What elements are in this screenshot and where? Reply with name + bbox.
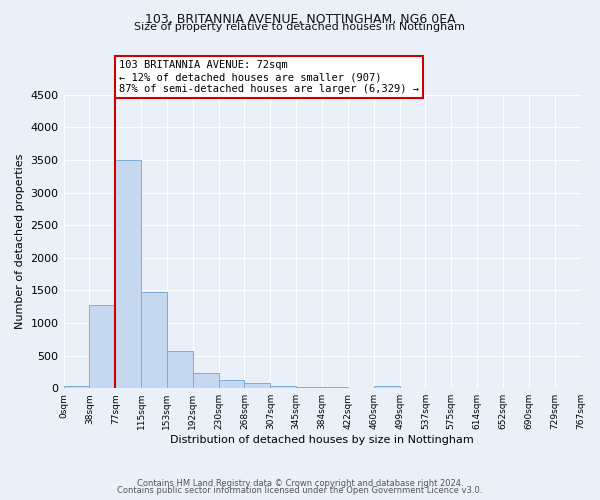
Bar (64, 386, 89, 388)
Bar (271, 386, 296, 388)
Bar (89, 305, 115, 388)
Bar (193, 372, 218, 388)
Text: 103 BRITANNIA AVENUE: 72sqm
← 12% of detached houses are smaller (907)
87% of se: 103 BRITANNIA AVENUE: 72sqm ← 12% of det… (119, 60, 419, 94)
Bar (167, 351, 193, 388)
Bar (374, 386, 400, 388)
Text: Contains HM Land Registry data © Crown copyright and database right 2024.: Contains HM Land Registry data © Crown c… (137, 478, 463, 488)
Bar (296, 386, 322, 388)
Text: 103, BRITANNIA AVENUE, NOTTINGHAM, NG6 0EA: 103, BRITANNIA AVENUE, NOTTINGHAM, NG6 0… (145, 12, 455, 26)
Bar (218, 380, 244, 388)
Bar (244, 384, 271, 388)
Y-axis label: Number of detached properties: Number of detached properties (15, 154, 25, 329)
Text: Size of property relative to detached houses in Nottingham: Size of property relative to detached ho… (134, 22, 466, 32)
X-axis label: Distribution of detached houses by size in Nottingham: Distribution of detached houses by size … (170, 435, 474, 445)
Text: Contains public sector information licensed under the Open Government Licence v3: Contains public sector information licen… (118, 486, 482, 495)
Bar (322, 387, 348, 388)
Bar (115, 160, 141, 388)
Bar (141, 292, 167, 388)
